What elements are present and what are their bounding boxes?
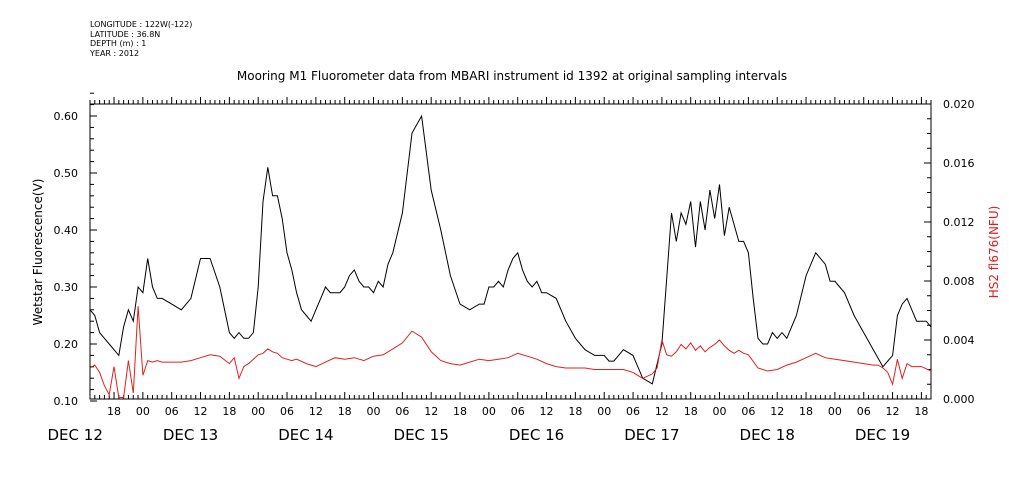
header-info-longitude: LONGITUDE : 122W(-122) xyxy=(90,20,193,29)
x-tick-label: 12 xyxy=(540,405,554,418)
left-tick-label: 0.60 xyxy=(54,110,79,123)
header-info-depth: DEPTH (m) : 1 xyxy=(90,39,147,48)
x-tick-label: 18 xyxy=(453,405,467,418)
right-axis: 0.000 0.004 0.008 0.012 0.016 0.020 xyxy=(924,98,975,406)
x-tick-label: 00 xyxy=(597,405,611,418)
x-tick-label: 12 xyxy=(886,405,900,418)
x-tick-label: 06 xyxy=(165,405,179,418)
chart-title: Mooring M1 Fluorometer data from MBARI i… xyxy=(237,69,787,83)
x-day-label: DEC 14 xyxy=(278,426,333,444)
x-tick-label: 06 xyxy=(626,405,640,418)
x-tick-label: 00 xyxy=(136,405,150,418)
right-tick-label: 0.008 xyxy=(943,275,975,288)
x-tick-label: 18 xyxy=(799,405,813,418)
x-day-label: DEC 18 xyxy=(740,426,795,444)
left-tick-label: 0.20 xyxy=(54,338,79,351)
x-day-label: DEC 15 xyxy=(394,426,449,444)
header-info-year: YEAR : 2012 xyxy=(90,48,140,58)
left-axis-title: Wetstar Fluorescence(V) xyxy=(31,179,45,326)
x-day-label: DEC 17 xyxy=(624,426,679,444)
x-tick-label: 06 xyxy=(741,405,755,418)
x-tick-label: 00 xyxy=(251,405,265,418)
header-info: LONGITUDE : 122W(-122) LATITUDE : 36.8N … xyxy=(90,20,192,58)
right-tick-label: 0.000 xyxy=(943,393,975,406)
x-tick-label: 18 xyxy=(914,405,928,418)
right-tick-label: 0.016 xyxy=(943,157,975,170)
x-tick-label: 18 xyxy=(222,405,236,418)
x-tick-label: 06 xyxy=(511,405,525,418)
right-tick-label: 0.004 xyxy=(943,334,975,347)
x-tick-label: 18 xyxy=(338,405,352,418)
x-day-label: DEC 12 xyxy=(48,426,103,444)
left-tick-label: 0.50 xyxy=(54,167,79,180)
right-tick-label: 0.020 xyxy=(943,98,975,111)
x-tick-label: 00 xyxy=(828,405,842,418)
x-tick-label: 06 xyxy=(395,405,409,418)
series-layer xyxy=(89,114,932,398)
x-day-label: DEC 13 xyxy=(163,426,218,444)
x-tick-label: 00 xyxy=(367,405,381,418)
left-tick-label: 0.10 xyxy=(54,395,79,408)
x-day-label: DEC 16 xyxy=(509,426,564,444)
x-tick-label: 06 xyxy=(280,405,294,418)
x-axis: 18 00 06 12 18 00 06 12 18 00 06 12 18 00 06 12 18 00 06 12… xyxy=(48,97,932,444)
x-tick-label: 00 xyxy=(482,405,496,418)
x-tick-label: 12 xyxy=(424,405,438,418)
header-info-latitude: LATITUDE : 36.8N xyxy=(90,29,161,39)
x-tick-label: 00 xyxy=(713,405,727,418)
right-axis-title: HS2 fl676(NFU) xyxy=(987,206,1001,299)
left-tick-label: 0.30 xyxy=(54,281,79,294)
left-axis: 0.10 0.20 0.30 0.40 0.50 0.60 xyxy=(54,92,97,408)
x-tick-label: 18 xyxy=(568,405,582,418)
x-tick-label: 12 xyxy=(194,405,208,418)
right-tick-label: 0.012 xyxy=(943,216,975,229)
x-day-label: DEC 19 xyxy=(855,426,910,444)
x-tick-label: 12 xyxy=(309,405,323,418)
x-tick-label: 06 xyxy=(857,405,871,418)
x-tick-label: 18 xyxy=(684,405,698,418)
plot-frame xyxy=(89,103,932,400)
x-tick-label: 18 xyxy=(107,405,121,418)
x-tick-label: 12 xyxy=(655,405,669,418)
series-line-wetstar xyxy=(89,114,932,385)
x-tick-label: 12 xyxy=(770,405,784,418)
series-line-hs2-fl676 xyxy=(89,306,932,398)
left-tick-label: 0.40 xyxy=(54,224,79,237)
